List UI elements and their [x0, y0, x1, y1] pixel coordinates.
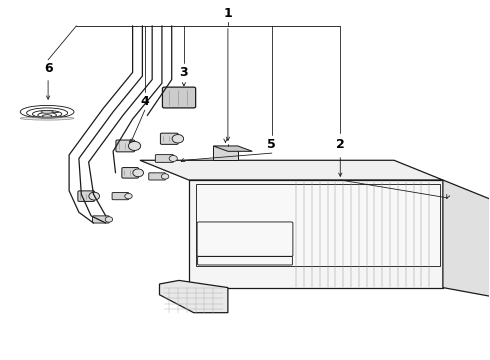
- Text: 5: 5: [268, 138, 276, 150]
- Polygon shape: [189, 180, 443, 288]
- Polygon shape: [213, 146, 252, 151]
- Text: 2: 2: [336, 138, 344, 150]
- FancyBboxPatch shape: [112, 193, 129, 200]
- FancyBboxPatch shape: [155, 154, 173, 162]
- Polygon shape: [196, 184, 441, 266]
- FancyBboxPatch shape: [122, 167, 139, 178]
- Circle shape: [89, 192, 99, 200]
- Circle shape: [172, 135, 184, 143]
- Polygon shape: [213, 146, 238, 160]
- Circle shape: [105, 217, 113, 222]
- Circle shape: [169, 156, 177, 162]
- Circle shape: [125, 193, 132, 199]
- FancyBboxPatch shape: [93, 216, 109, 223]
- Ellipse shape: [41, 111, 53, 113]
- Ellipse shape: [20, 117, 74, 120]
- Text: 6: 6: [44, 62, 52, 75]
- FancyBboxPatch shape: [162, 87, 196, 108]
- FancyBboxPatch shape: [78, 191, 95, 201]
- Polygon shape: [443, 180, 490, 297]
- FancyBboxPatch shape: [160, 133, 178, 144]
- Polygon shape: [140, 160, 443, 180]
- Circle shape: [161, 174, 169, 179]
- Text: 4: 4: [141, 95, 149, 108]
- Text: 1: 1: [223, 7, 232, 20]
- FancyBboxPatch shape: [149, 173, 165, 180]
- Circle shape: [133, 169, 144, 177]
- Text: 3: 3: [180, 66, 188, 79]
- Circle shape: [128, 141, 141, 150]
- FancyBboxPatch shape: [116, 140, 135, 152]
- Polygon shape: [159, 280, 228, 313]
